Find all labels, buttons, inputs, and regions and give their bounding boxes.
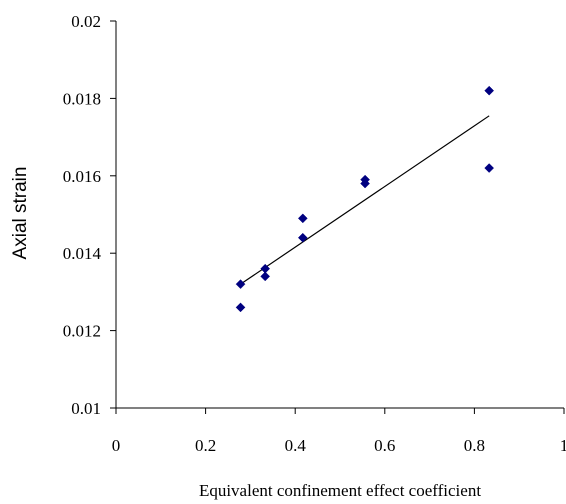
data-point	[235, 302, 246, 313]
x-tick-labels: 0 0.2 0.4 0.6 0.8 1	[112, 436, 566, 455]
data-point	[297, 232, 308, 243]
x-axis-label: Equivalent confinement effect coefficien…	[199, 481, 481, 500]
y-tick-label: 0.014	[63, 244, 102, 263]
y-tick-label: 0.016	[63, 167, 101, 186]
y-tick-label: 0.018	[63, 89, 101, 108]
data-point	[360, 178, 370, 189]
x-tick-label: 0.8	[464, 436, 485, 455]
trendline-group	[240, 115, 490, 285]
x-tick-label: 0.4	[285, 436, 307, 455]
y-tick-label: 0.012	[63, 322, 101, 341]
x-tick-label: 0	[112, 436, 121, 455]
y-tick-label: 0.01	[71, 399, 101, 418]
data-point	[484, 163, 495, 173]
y-tick-labels: 0.01 0.012 0.014 0.016 0.018 0.02	[63, 12, 102, 418]
x-tick-label: 0.2	[195, 436, 216, 455]
trendline	[240, 115, 490, 285]
data-point	[484, 85, 495, 96]
data-point	[235, 279, 246, 290]
data-point	[260, 271, 271, 282]
y-tick-label: 0.02	[71, 12, 101, 31]
data-point	[297, 213, 308, 224]
axes	[110, 20, 565, 414]
y-axis-label: Axial strain	[10, 167, 31, 260]
data-points	[235, 85, 495, 313]
x-tick-label: 0.6	[374, 436, 395, 455]
x-tick-label: 1	[560, 436, 566, 455]
